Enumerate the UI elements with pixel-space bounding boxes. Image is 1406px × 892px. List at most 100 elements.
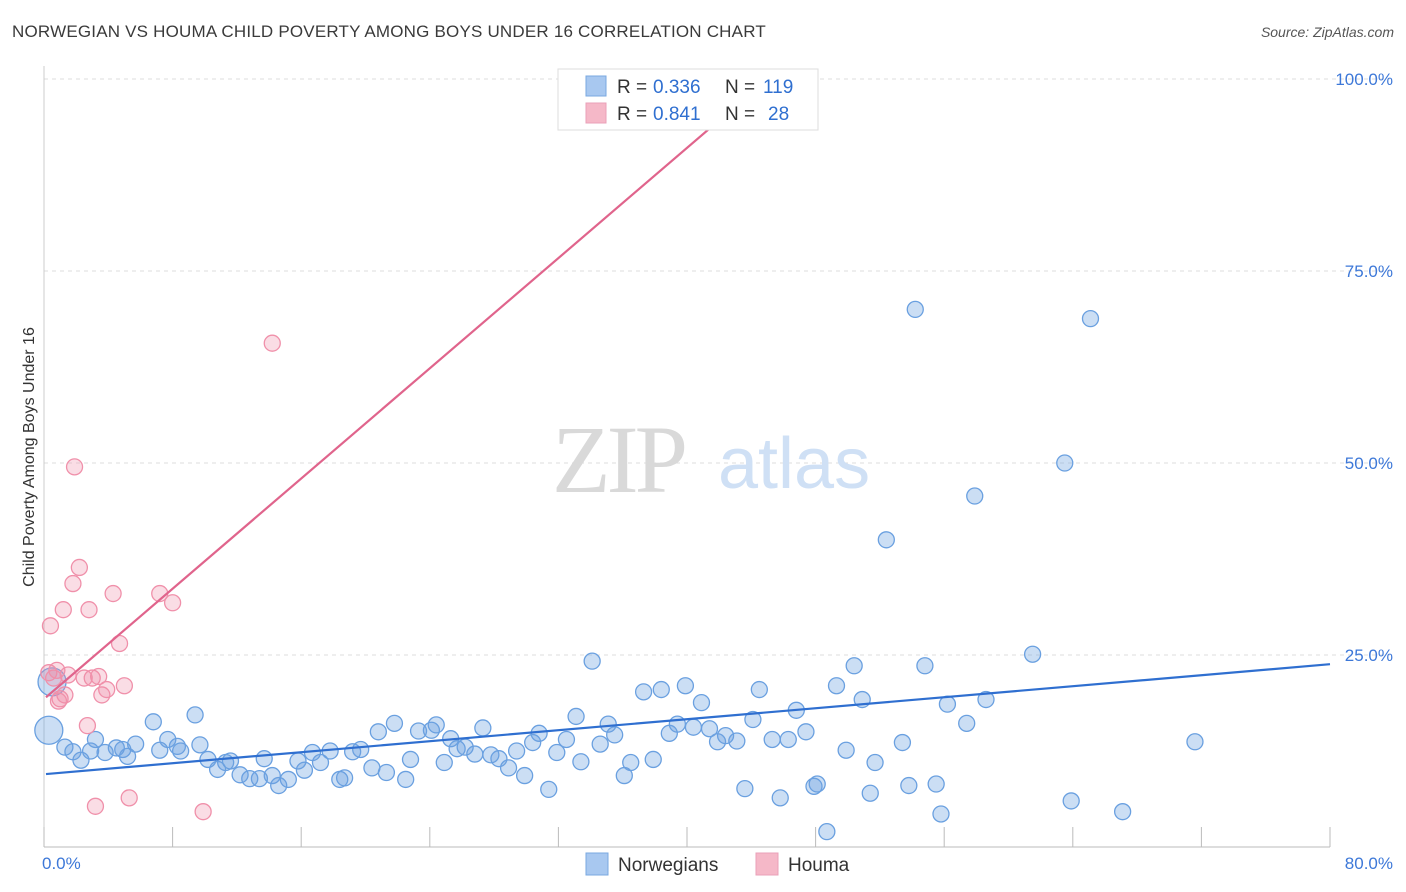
point-houma — [78, 717, 97, 735]
x-tick-label: 80.0% — [1345, 854, 1393, 873]
point-norwegians — [422, 721, 441, 739]
legend-n-value: 28 — [768, 104, 789, 125]
point-norwegians — [241, 769, 259, 788]
y-tick-label: 25.0% — [1345, 646, 1393, 665]
point-houma — [49, 692, 68, 710]
trend-line-norwegians — [45, 663, 1331, 776]
tick-labels: 25.0% 50.0% 75.0% 100.0% 0.0% 80.0% — [42, 70, 1393, 873]
point-norwegians — [295, 761, 314, 779]
point-norwegians — [977, 690, 995, 709]
point-norwegians — [427, 716, 445, 734]
point-norwegians — [827, 677, 846, 695]
point-norwegians — [56, 738, 74, 756]
point-norwegians — [572, 753, 590, 771]
point-norwegians — [1023, 645, 1042, 663]
point-norwegians — [837, 741, 855, 759]
y-axis-label: Child Poverty Among Boys Under 16 — [21, 327, 38, 587]
legend-bottom-swatch-houma — [755, 852, 779, 876]
point-norwegians — [377, 763, 396, 782]
point-norwegians — [263, 766, 281, 785]
point-norwegians — [700, 720, 719, 738]
point-norwegians — [684, 718, 703, 736]
point-norwegians — [250, 769, 269, 788]
point-houma — [54, 601, 72, 619]
point-norwegians — [171, 742, 190, 760]
point-norwegians — [1186, 733, 1204, 751]
point-houma — [93, 686, 111, 704]
point-houma — [90, 667, 108, 686]
point-norwegians — [1062, 792, 1080, 810]
point-norwegians — [583, 652, 601, 670]
chart-title: NORWEGIAN VS HOUMA CHILD POVERTY AMONG B… — [12, 22, 766, 41]
point-houma — [263, 334, 281, 352]
point-norwegians — [818, 822, 836, 841]
point-norwegians — [599, 715, 617, 733]
point-norwegians — [808, 775, 826, 793]
point-houma — [56, 686, 74, 704]
point-houma — [163, 594, 182, 612]
point-houma — [115, 677, 134, 695]
point-norwegians — [763, 730, 781, 749]
point-norwegians — [221, 752, 240, 770]
legend-bottom: Norwegians Houma — [585, 852, 850, 876]
point-norwegians — [1113, 803, 1132, 821]
point-norwegians — [958, 714, 976, 733]
point-houma — [64, 574, 82, 593]
legend-n-label: N = — [725, 104, 755, 125]
point-norwegians — [557, 730, 576, 749]
y-tick-label: 50.0% — [1345, 454, 1393, 473]
point-norwegians — [311, 753, 330, 772]
point-norwegians — [900, 776, 918, 795]
point-norwegians — [270, 776, 288, 795]
y-tick-label: 75.0% — [1345, 262, 1393, 281]
point-houma — [59, 666, 77, 684]
point-norwegians — [499, 759, 518, 777]
point-norwegians — [916, 657, 934, 675]
point-norwegians — [118, 747, 137, 766]
point-norwegians — [877, 531, 895, 549]
point-norwegians — [279, 770, 297, 789]
legend-bottom-swatch-norwegians — [585, 852, 609, 876]
point-norwegians — [779, 730, 797, 749]
point-norwegians — [507, 742, 526, 760]
point-houma — [48, 661, 66, 680]
y-tick-label: 100.0% — [1335, 70, 1393, 89]
point-norwegians — [938, 695, 957, 713]
axes — [43, 66, 1331, 848]
watermark-zip: ZIP — [552, 406, 685, 513]
point-norwegians — [932, 805, 950, 823]
point-houma — [65, 458, 84, 476]
point-norwegians — [771, 789, 789, 807]
point-norwegians — [369, 723, 388, 741]
point-norwegians — [255, 750, 273, 768]
legend-r-value: 0.841 — [653, 104, 701, 125]
watermark-atlas: atlas — [718, 424, 870, 504]
point-norwegians — [144, 713, 162, 731]
legend-r-value: 0.336 — [653, 77, 701, 98]
point-norwegians — [191, 736, 209, 754]
point-norwegians — [744, 710, 762, 729]
point-norwegians — [515, 766, 534, 785]
series-norwegians — [34, 300, 1204, 841]
point-norwegians — [159, 730, 177, 749]
point-houma — [98, 680, 116, 699]
point-norwegians — [540, 780, 558, 799]
point-norwegians — [866, 753, 884, 772]
trend-lines — [45, 78, 1331, 776]
point-norwegians — [622, 753, 640, 772]
point-norwegians — [797, 723, 815, 741]
point-norwegians — [591, 735, 609, 753]
point-norwegians — [750, 680, 768, 699]
legend-top: R = 0.336 N = 119 R = 0.841 N = 28 — [557, 68, 819, 131]
point-norwegians — [409, 722, 428, 740]
point-norwegians — [728, 732, 746, 750]
legend-swatch-norwegians — [585, 75, 607, 97]
point-norwegians — [1081, 309, 1100, 328]
point-norwegians — [186, 706, 204, 724]
legend-bottom-label-norwegians: Norwegians — [618, 855, 718, 876]
point-norwegians — [567, 707, 585, 726]
watermark: ZIP atlas — [552, 406, 870, 513]
point-norwegians — [335, 769, 354, 787]
point-norwegians — [606, 726, 624, 744]
